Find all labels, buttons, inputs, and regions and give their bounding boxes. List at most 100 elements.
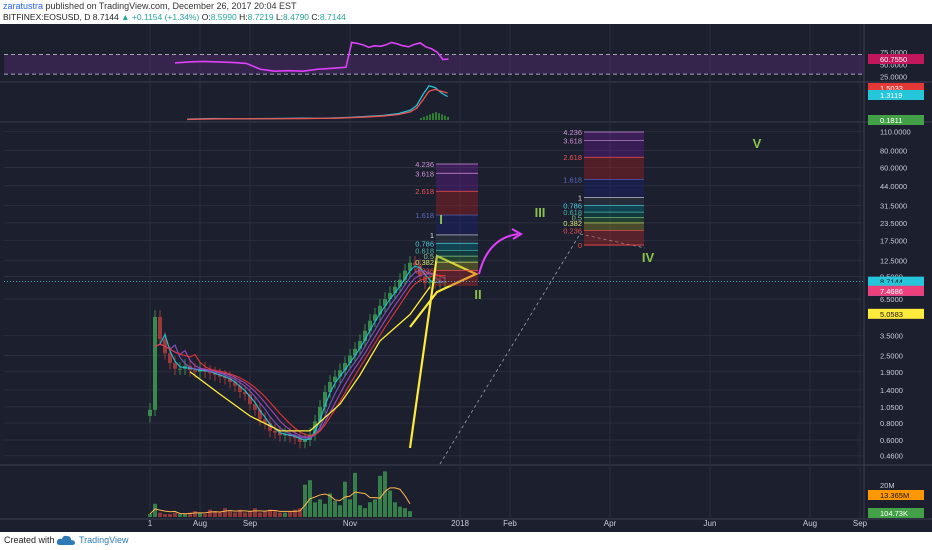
candle-body — [353, 348, 357, 356]
indicator-line — [187, 88, 448, 121]
volume-bar — [218, 512, 222, 517]
candle-body — [423, 276, 427, 284]
fib-level-label-left: 0.5 — [424, 252, 434, 261]
fib-level-label-left: 1 — [430, 231, 434, 240]
fib-level-label-left: 3.618 — [415, 169, 434, 178]
symbol-line: BITFINEX:EOSUSD, D 8.7144 ▲ +0.1154 (+1.… — [3, 12, 346, 22]
indicator-histogram-bar — [432, 113, 434, 120]
price-change: ▲ +0.1154 (+1.34%) — [121, 12, 200, 22]
fib-level-label-left: 0.618 — [415, 247, 434, 256]
time-tick-label: 1 — [148, 519, 153, 528]
fib-zone-right — [584, 222, 644, 231]
time-tick-label: Sep — [853, 519, 868, 528]
ohlc-open-value: 8.5990 — [210, 12, 237, 22]
rsi-pane[interactable] — [4, 41, 864, 75]
price-tick-label: 1.0500 — [880, 403, 903, 412]
fib-zone-left — [436, 250, 478, 257]
rsi-tick-label: 25.0000 — [880, 73, 907, 82]
rsi-tick-label: 50.0000 — [880, 60, 907, 69]
fib-level-label-right: 2.618 — [563, 153, 582, 162]
volume-last-label: 104.73K — [880, 509, 908, 518]
fib-zone-right — [584, 197, 644, 206]
candle-body — [253, 404, 257, 410]
indicator-last-badge — [868, 83, 924, 93]
indicator-histogram-bar — [423, 116, 425, 120]
indicator-pane[interactable] — [187, 85, 449, 121]
time-tick-label: Nov — [343, 519, 357, 528]
indicator-histogram-bar — [438, 113, 440, 120]
price-tick-label: 1.9000 — [880, 368, 903, 377]
price-tick-label: 23.5000 — [880, 219, 907, 228]
fib-zone-left — [436, 256, 478, 263]
volume-bar — [343, 481, 347, 517]
volume-pane[interactable] — [148, 471, 412, 517]
wave-label: V — [753, 136, 762, 151]
candle-body — [318, 406, 322, 422]
volume-bar — [363, 508, 367, 517]
volume-bar — [358, 505, 362, 517]
fib-zone-right — [584, 132, 644, 141]
volume-bar — [313, 502, 317, 517]
projection-arrow — [478, 233, 519, 275]
time-tick-label: Aug — [193, 519, 207, 528]
indicator-histogram-bar — [435, 112, 437, 120]
price-tick-label: 60.0000 — [880, 163, 907, 172]
candle-body — [358, 340, 362, 349]
volume-last-badge — [868, 508, 924, 518]
candle-body — [303, 440, 307, 443]
author-link[interactable]: zaratustra — [3, 1, 44, 11]
wave-trend-lines — [408, 254, 479, 449]
volume-bar — [223, 508, 227, 517]
candle-body — [178, 368, 182, 370]
candle-body — [268, 422, 272, 431]
volume-bar — [373, 499, 377, 517]
volume-bar — [353, 472, 357, 517]
ohlc-open-key: O: — [201, 12, 211, 22]
volume-bar — [233, 512, 237, 517]
volume-bar — [243, 512, 247, 517]
tradingview-brand[interactable]: TradingView — [79, 535, 129, 545]
price-badge-label: 8.7144 — [880, 278, 903, 287]
volume-bar — [268, 509, 272, 517]
fib-level-label-right: 0 — [578, 241, 582, 250]
fib-level-label-right: 3.618 — [563, 137, 582, 146]
fib-zone-left — [436, 173, 478, 192]
volume-bar — [278, 512, 282, 517]
price-axis[interactable]: 75.0000 50.0000 25.0000 60.7550 1.50331.3119… — [868, 48, 924, 518]
price-badge-label: 5.0583 — [880, 310, 903, 319]
fib-level-label-right: 0.5 — [572, 213, 582, 222]
indicator-histogram-bar — [420, 118, 422, 120]
candle-body — [158, 316, 162, 340]
price-tick-label: 80.0000 — [880, 146, 907, 155]
candle-body — [193, 370, 197, 372]
candle-body — [323, 392, 327, 407]
wave-label: I — [439, 212, 443, 227]
ohlc-low-value: 8.4790 — [283, 12, 310, 22]
created-with-text: Created with — [4, 535, 55, 545]
price-tick-label: 1.4000 — [880, 386, 903, 395]
fib-level-label-right: 0.382 — [563, 219, 582, 228]
candle-body — [283, 434, 287, 436]
candle-body — [273, 430, 277, 433]
candle-body — [213, 373, 217, 375]
moving-average-line — [154, 273, 446, 438]
volume-last-label: 13.365M — [880, 491, 909, 500]
indicator-last-label: 1.5033 — [880, 84, 903, 93]
candle-body — [343, 363, 347, 371]
volume-bar — [173, 512, 177, 517]
volume-bar — [293, 509, 297, 517]
candle-body — [293, 436, 297, 439]
price-pane[interactable]: 4.2363.6182.6181.61810.7860.6180.50.3820… — [4, 128, 864, 465]
candle-body — [168, 353, 172, 364]
time-axis[interactable]: 1 Aug Sep Nov 2018 Feb Apr Jun Aug Sep — [148, 519, 868, 528]
candle-body — [328, 381, 332, 393]
fib-level-label-left: 0.382 — [415, 258, 434, 267]
volume-bar — [183, 514, 187, 517]
fib-zone-right — [584, 179, 644, 198]
volume-bar — [228, 511, 232, 517]
candle-body — [413, 262, 417, 266]
volume-bar — [203, 514, 207, 517]
chart-canvas[interactable]: 4.2363.6182.6181.61810.7860.6180.50.3820… — [0, 24, 932, 532]
fib-zone-right — [584, 157, 644, 180]
rsi-band — [4, 54, 864, 75]
